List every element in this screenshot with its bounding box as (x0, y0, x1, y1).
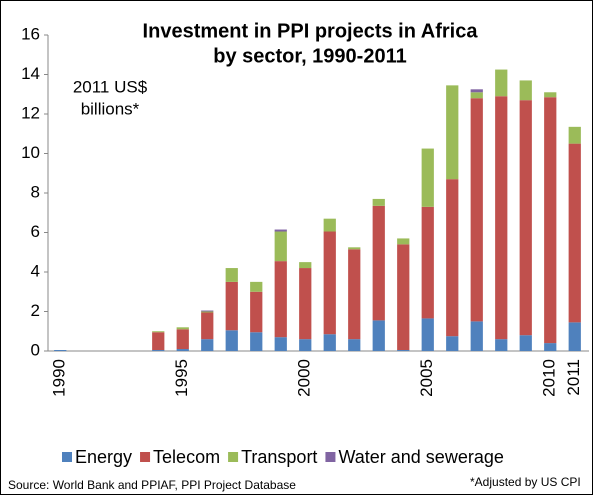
bar-segment (519, 80, 532, 101)
legend-label: Transport (241, 447, 317, 467)
bar-segment (274, 261, 287, 338)
x-tick-label: 1990 (50, 359, 69, 397)
bar-segment (274, 337, 287, 351)
y-tick-label: 6 (31, 222, 40, 241)
bar-segment (470, 321, 483, 351)
chart-title: Investment in PPI projects in Africa (143, 20, 479, 42)
legend-swatch (228, 452, 239, 462)
bar-segment (544, 343, 557, 351)
bar-segment (225, 268, 238, 282)
y-tick-label: 4 (31, 261, 40, 280)
bar-segment (176, 327, 189, 330)
x-tick-label: 2010 (540, 359, 559, 397)
legend-swatch (62, 452, 72, 462)
axis-label: billions* (81, 99, 140, 118)
bar-segment (495, 69, 508, 97)
y-tick-label: 0 (31, 340, 40, 359)
bar-segment (201, 339, 214, 351)
legend-label: Energy (75, 447, 132, 467)
bar-segment (446, 336, 459, 351)
bar-segment (250, 332, 263, 351)
axis-label: 2011 US$ (73, 77, 148, 96)
bar-segment (299, 339, 312, 351)
bar-segment (176, 329, 189, 350)
bar-segment (397, 244, 410, 351)
legend-label: Water and sewerage (338, 447, 503, 467)
x-tick-label: 2000 (295, 359, 314, 397)
bar-segment (299, 268, 312, 340)
bar-segment (397, 350, 410, 351)
bar-segment (470, 92, 483, 99)
bar-segment (201, 312, 214, 340)
bar-segment (568, 143, 581, 323)
bar-segment (568, 126, 581, 144)
y-tick-label: 16 (21, 24, 40, 43)
bar-segment (470, 89, 483, 93)
source: Source: World Bank and PPIAF, PPI Projec… (8, 478, 296, 492)
legend-swatch (140, 452, 151, 462)
bar-segment (225, 281, 238, 331)
x-tick-label: 2011 (564, 359, 583, 396)
bar-segment (519, 335, 532, 351)
bar-segment (470, 98, 483, 322)
bar-segment (421, 206, 434, 319)
bar-segment (446, 179, 459, 337)
bar-segment (225, 330, 238, 351)
bar-segment (348, 249, 361, 340)
y-tick-label: 14 (21, 64, 40, 83)
chart-title: by sector, 1990-2011 (213, 45, 406, 67)
bar-segment (568, 322, 581, 351)
bar-segment (421, 318, 434, 351)
bar-segment (446, 85, 459, 180)
bar-segment (250, 291, 263, 333)
bar-segment (274, 229, 287, 232)
bar-segment (372, 205, 385, 321)
bar-segment (495, 339, 508, 351)
bar-segment (54, 350, 67, 351)
bar-segment (348, 339, 361, 351)
y-tick-label: 2 (31, 301, 40, 320)
bar-segment (544, 92, 557, 98)
bar-segment (323, 231, 336, 335)
bar-segment (421, 148, 434, 207)
bar-segment (152, 332, 165, 351)
note: *Adjusted by US CPI (470, 475, 581, 489)
bar-segment (495, 96, 508, 340)
bar-segment (544, 97, 557, 344)
bar-segment (397, 238, 410, 245)
bar-segment (372, 320, 385, 351)
legend-label: Telecom (153, 447, 220, 467)
bar-segment (519, 100, 532, 336)
bar-segment (201, 311, 214, 313)
bar-segment (152, 350, 165, 351)
bar-segment (323, 334, 336, 351)
x-tick-label: 1995 (172, 359, 191, 397)
bar-segment (348, 247, 361, 250)
legend-swatch (325, 452, 336, 462)
y-tick-label: 8 (31, 182, 40, 201)
bar-segment (201, 310, 214, 312)
bar-segment (152, 331, 165, 333)
bar-segment (323, 218, 336, 232)
bar-segment (250, 281, 263, 292)
y-tick-label: 12 (21, 103, 40, 122)
bar-segment (176, 349, 189, 351)
x-tick-label: 2005 (417, 359, 436, 397)
bar-segment (372, 198, 385, 206)
y-tick-label: 10 (21, 143, 40, 162)
bar-segment (299, 262, 312, 269)
bar-segment (274, 231, 287, 262)
